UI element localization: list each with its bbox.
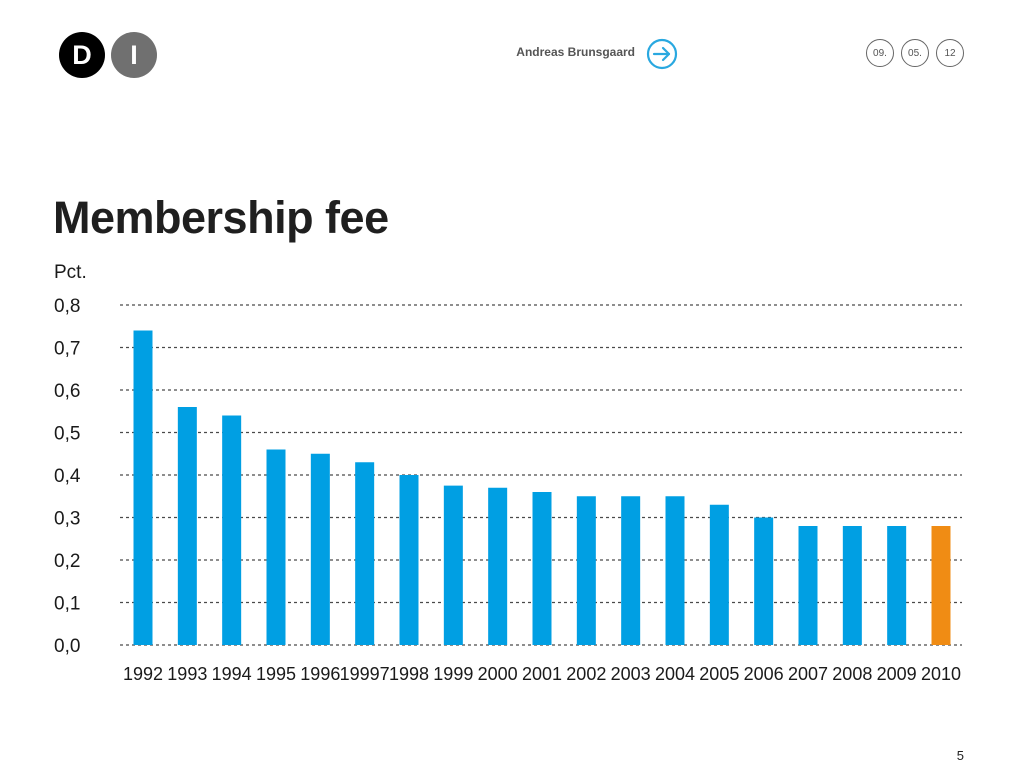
x-tick-label: 1993 <box>167 664 207 684</box>
date-month: 05. <box>901 39 929 67</box>
y-tick-label: 0,1 <box>54 594 80 615</box>
logo-letter-i: I <box>111 32 157 78</box>
x-tick-label: 2010 <box>921 664 961 684</box>
x-tick-label: 2003 <box>611 664 651 684</box>
x-tick-label: 2007 <box>788 664 828 684</box>
bar-2002 <box>576 496 596 645</box>
x-tick-label: 2009 <box>877 664 917 684</box>
x-tick-label: 2002 <box>566 664 606 684</box>
logo-letter-d: D <box>59 32 105 78</box>
x-tick-label: 1996 <box>300 664 340 684</box>
x-tick-label: 2000 <box>478 664 518 684</box>
y-axis-label: Pct. <box>54 262 87 283</box>
x-tick-label: 1994 <box>212 664 252 684</box>
page-title: Membership fee <box>53 192 389 243</box>
y-tick-label: 0,0 <box>54 636 80 657</box>
arrow-right-circle-icon[interactable] <box>646 38 678 70</box>
bar-1999 <box>443 485 463 645</box>
date-year: 12 <box>936 39 964 67</box>
y-tick-label: 0,6 <box>54 381 80 402</box>
y-tick-label: 0,7 <box>54 339 80 360</box>
bar-2006 <box>754 517 774 645</box>
x-tick-label: 1992 <box>123 664 163 684</box>
x-tick-label: 1995 <box>256 664 296 684</box>
bar-2008 <box>842 526 862 645</box>
y-tick-label: 0,2 <box>54 551 80 572</box>
y-tick-label: 0,5 <box>54 424 80 445</box>
x-tick-label: 1999 <box>433 664 473 684</box>
bar-1992 <box>133 330 153 645</box>
x-tick-label: 2005 <box>699 664 739 684</box>
bar-2000 <box>488 487 508 645</box>
y-axis-ticks: 0,0 0,1 0,2 0,3 0,4 0,5 0,6 0,7 0,8 <box>54 296 81 657</box>
page-number: 5 <box>956 748 964 763</box>
bar-2009 <box>887 526 907 645</box>
x-tick-label: 2001 <box>522 664 562 684</box>
y-tick-label: 0,3 <box>54 509 80 530</box>
bar-1994 <box>222 415 242 645</box>
date-day: 09. <box>866 39 894 67</box>
bar-2001 <box>532 492 552 645</box>
bar-chart: 0,0 0,1 0,2 0,3 0,4 0,5 0,6 0,7 0,8 1992 1993 1994… <box>54 262 962 684</box>
bar-1998 <box>399 475 419 645</box>
bar-2005 <box>709 504 729 645</box>
chart-bars <box>133 330 951 645</box>
bar-2010 <box>931 526 951 645</box>
x-tick-label: 19997 <box>340 664 390 684</box>
bar-1993 <box>177 407 197 645</box>
bar-1996 <box>310 453 330 645</box>
bar-19997 <box>355 462 375 645</box>
bar-2007 <box>798 526 818 645</box>
x-tick-label: 2006 <box>744 664 784 684</box>
x-tick-label: 2008 <box>832 664 872 684</box>
y-tick-label: 0,8 <box>54 296 80 317</box>
bar-2003 <box>621 496 641 645</box>
x-tick-label: 2004 <box>655 664 695 684</box>
bar-1995 <box>266 449 286 645</box>
bar-2004 <box>665 496 685 645</box>
x-tick-label: 1998 <box>389 664 429 684</box>
di-logo: D I <box>59 32 157 78</box>
y-tick-label: 0,4 <box>54 466 81 487</box>
x-axis-ticks: 1992 1993 1994 1995 1996 19997 1998 1999 2000 200… <box>123 664 961 684</box>
author-name: Andreas Brunsgaard <box>516 45 635 59</box>
